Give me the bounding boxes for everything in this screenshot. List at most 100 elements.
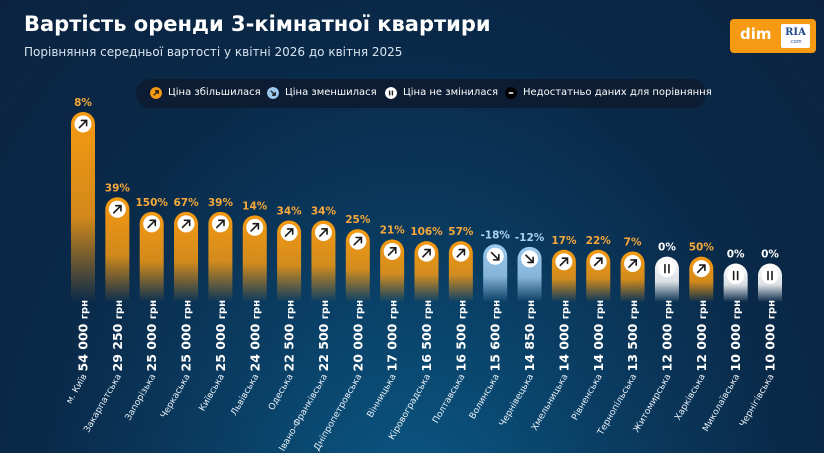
- change-label: 8%: [74, 97, 92, 109]
- bar-2: [105, 197, 130, 302]
- category-label: Черкаська: [159, 373, 192, 421]
- logo-badge: RIA .com: [781, 24, 810, 48]
- dimria-logo[interactable]: dim RIA .com: [730, 19, 816, 53]
- bar-8: [311, 220, 336, 302]
- arrow-up-right-icon: [349, 232, 367, 250]
- change-label: 14%: [242, 200, 268, 212]
- arrow-up-right-icon: [143, 215, 161, 233]
- change-label: 57%: [448, 226, 474, 238]
- change-label: -12%: [515, 232, 545, 244]
- arrow-up-right-icon: [418, 244, 435, 262]
- change-label: 34%: [311, 206, 337, 218]
- arrow-up-right-icon: [177, 215, 195, 233]
- legend: Ціна збільшилася Ціна зменшилася Ціна не…: [136, 79, 712, 108]
- arrow-up-right-icon: [692, 260, 710, 278]
- arrow-up-right-icon: [383, 242, 401, 260]
- value-label: 12 000 грн: [659, 300, 674, 372]
- category-label: Чернігівська: [738, 373, 776, 430]
- change-label: 39%: [208, 197, 234, 209]
- minus-icon: [505, 87, 517, 99]
- arrow-down-right-icon: [486, 247, 504, 265]
- change-label: -18%: [480, 229, 510, 241]
- arrow-up-right-icon: [555, 253, 573, 271]
- category-label: Одеська: [267, 373, 296, 413]
- arrow-up-right-icon: [74, 115, 92, 133]
- value-label: 15 600 грн: [488, 300, 503, 372]
- arrow-up-right-icon: [624, 255, 642, 272]
- arrow-up-right-icon: [246, 218, 264, 236]
- change-label: 7%: [624, 237, 642, 249]
- change-label: 0%: [761, 249, 779, 261]
- bar-7: [277, 220, 302, 302]
- bar-5: [208, 211, 233, 302]
- value-label: 22 500 грн: [282, 300, 297, 372]
- arrow-up-right-icon: [314, 224, 332, 241]
- bar-6: [242, 215, 267, 302]
- change-label: 150%: [135, 197, 168, 209]
- bar-9: [345, 229, 370, 302]
- change-label: 17%: [551, 235, 577, 247]
- arrow-up-right-icon: [150, 87, 162, 99]
- change-label: 67%: [173, 197, 199, 209]
- value-label: 16 500 грн: [419, 300, 434, 372]
- change-label: 50%: [689, 242, 715, 254]
- arrow-down-right-icon: [267, 87, 279, 99]
- value-label: 17 000 грн: [385, 300, 400, 372]
- value-label: 29 250 грн: [110, 300, 125, 372]
- category-label: м. Київ: [65, 373, 90, 406]
- change-label: 0%: [727, 249, 745, 261]
- logo-badge-subtext: .com: [789, 39, 802, 45]
- value-label: 14 000 грн: [556, 300, 571, 372]
- logo-badge-text: RIA: [785, 27, 806, 38]
- arrow-down-right-icon: [521, 250, 539, 268]
- arrow-up-right-icon: [280, 224, 298, 241]
- legend-label-increase: Ціна збільшилася: [168, 87, 261, 98]
- bar-1: [71, 112, 95, 302]
- arrow-up-right-icon: [452, 244, 470, 262]
- value-label: 16 500 грн: [453, 300, 468, 372]
- category-label: Хмельницька: [530, 373, 570, 433]
- pause-icon: [658, 260, 676, 278]
- category-label: Закарпатська: [82, 373, 124, 435]
- category-label: Миколаївська: [701, 373, 742, 434]
- value-label: 22 500 грн: [316, 300, 331, 372]
- change-label: 22%: [586, 235, 612, 247]
- legend-label-nodata: Недостатньо даних для порівняння: [523, 87, 712, 98]
- change-label: 21%: [380, 224, 406, 236]
- change-label: 0%: [658, 242, 676, 254]
- change-label: 25%: [345, 214, 371, 226]
- category-label: Запорізька: [124, 373, 159, 423]
- value-label: 10 000 грн: [763, 300, 778, 372]
- chart-title: Вартість оренди 3-кімнатної квартири: [24, 12, 491, 36]
- legend-label-unchanged: Ціна не змінилася: [403, 87, 498, 98]
- value-label: 10 000 грн: [728, 300, 743, 372]
- category-label: Львівська: [229, 373, 261, 418]
- change-label: 34%: [277, 206, 303, 218]
- category-label: Волинська: [468, 373, 502, 422]
- value-label: 25 000 грн: [213, 300, 228, 372]
- category-label: Київська: [198, 373, 227, 414]
- pause-icon: [727, 267, 745, 285]
- value-label: 12 000 грн: [694, 300, 709, 372]
- category-label: Харківська: [673, 373, 708, 423]
- category-label: Чернівецька: [498, 373, 536, 429]
- value-label: 13 500 грн: [625, 300, 640, 372]
- arrow-up-right-icon: [589, 253, 607, 271]
- value-label: 24 000 грн: [247, 300, 262, 372]
- legend-label-decrease: Ціна зменшилася: [285, 87, 377, 98]
- value-label: 54 000 грн: [76, 300, 91, 372]
- category-label: Житомирська: [632, 373, 674, 435]
- category-label: Полтавська: [431, 373, 467, 426]
- logo-text: dim: [740, 25, 772, 43]
- category-label: Рівненська: [570, 373, 605, 423]
- change-label: 39%: [105, 182, 131, 194]
- change-label: 106%: [410, 226, 443, 238]
- bar-3: [139, 211, 164, 302]
- arrow-up-right-icon: [108, 200, 126, 218]
- value-label: 14 850 грн: [522, 300, 537, 372]
- chart-subtitle: Порівняння середньої вартості у квітні 2…: [24, 45, 403, 59]
- category-label: Вінницька: [366, 373, 399, 420]
- pause-icon: [761, 267, 779, 285]
- value-label: 25 000 грн: [144, 300, 159, 372]
